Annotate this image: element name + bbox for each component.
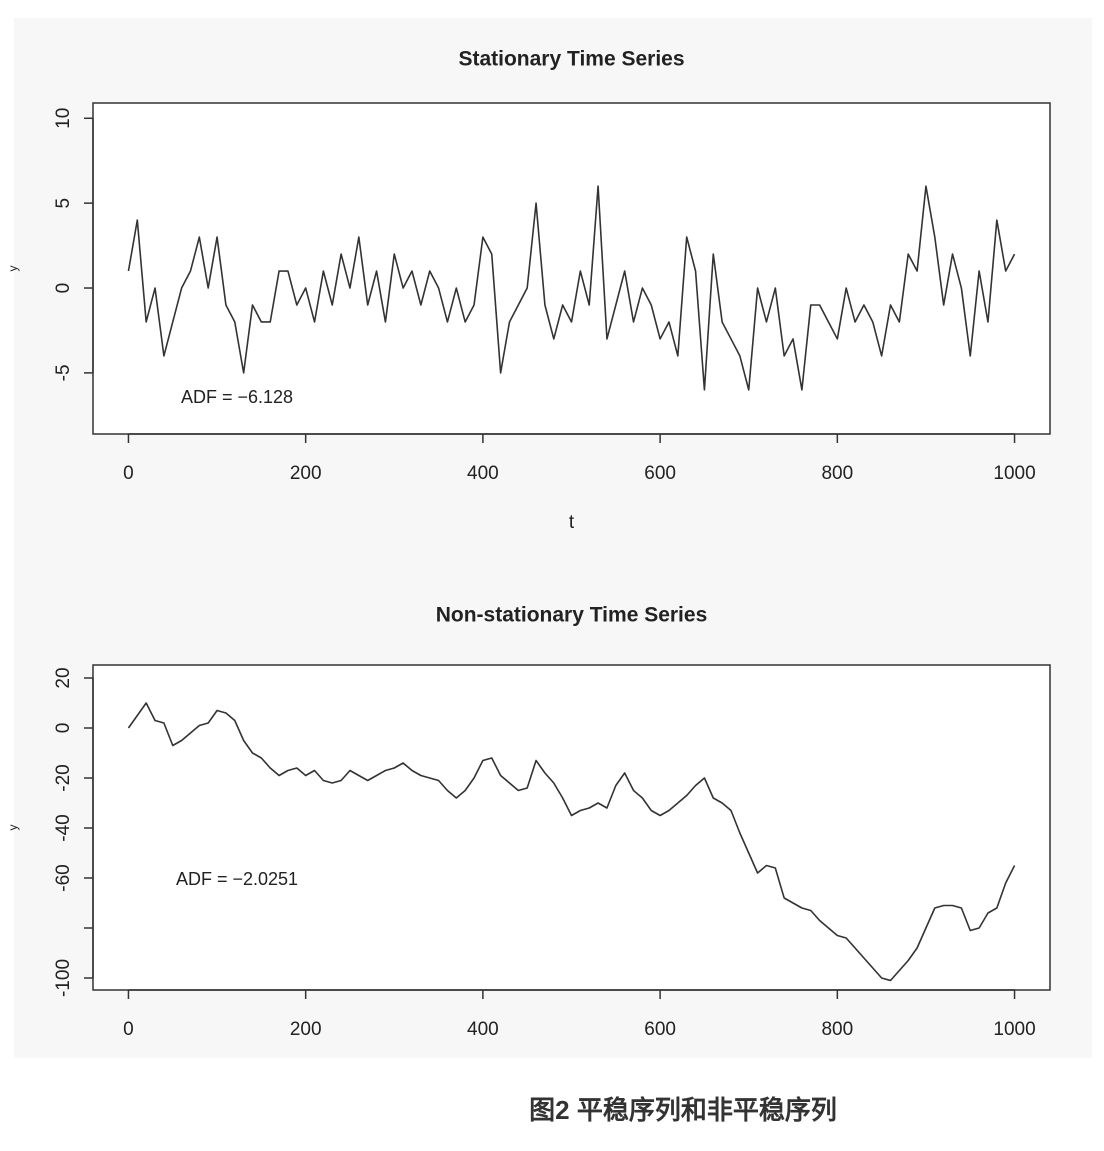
y-tick-label: -100	[53, 959, 74, 997]
y-tick-label: -5	[53, 364, 74, 381]
x-tick-label: 600	[644, 1019, 676, 1040]
x-tick-label: 200	[290, 1019, 322, 1040]
x-tick-label: 600	[644, 463, 676, 484]
y-tick-label: -40	[53, 814, 74, 841]
annotation: ADF = −2.0251	[176, 869, 298, 889]
caption: 图2 平稳序列和非平稳序列	[529, 1095, 837, 1125]
x-tick-label: 400	[467, 463, 499, 484]
y-axis-label: y	[6, 825, 20, 831]
y-axis-label: y	[6, 266, 20, 272]
x-tick-label: 800	[821, 1019, 853, 1040]
chart-title: Non-stationary Time Series	[436, 604, 708, 627]
series-line	[127, 702, 1016, 982]
x-tick-label: 200	[290, 463, 322, 484]
x-tick-label: 0	[123, 1019, 134, 1040]
x-tick-label: 1000	[993, 463, 1035, 484]
y-tick-label: -20	[53, 764, 74, 791]
annotation: ADF = −6.128	[181, 387, 293, 407]
series-line	[127, 185, 1016, 391]
plot-frame	[92, 102, 1051, 435]
y-tick-label: 20	[53, 667, 74, 688]
y-tick-label: 5	[53, 198, 74, 209]
y-tick-label: -60	[53, 864, 74, 891]
y-tick-label: 0	[53, 723, 74, 734]
y-tick-label: 0	[53, 283, 74, 294]
y-tick-label: 10	[53, 108, 74, 129]
x-tick-label: 800	[821, 463, 853, 484]
x-tick-label: 1000	[993, 1019, 1035, 1040]
x-tick-label: 400	[467, 1019, 499, 1040]
plot-frame	[92, 664, 1051, 991]
x-tick-label: 0	[123, 463, 134, 484]
x-axis-label: t	[569, 512, 575, 533]
chart-title: Stationary Time Series	[458, 48, 684, 71]
